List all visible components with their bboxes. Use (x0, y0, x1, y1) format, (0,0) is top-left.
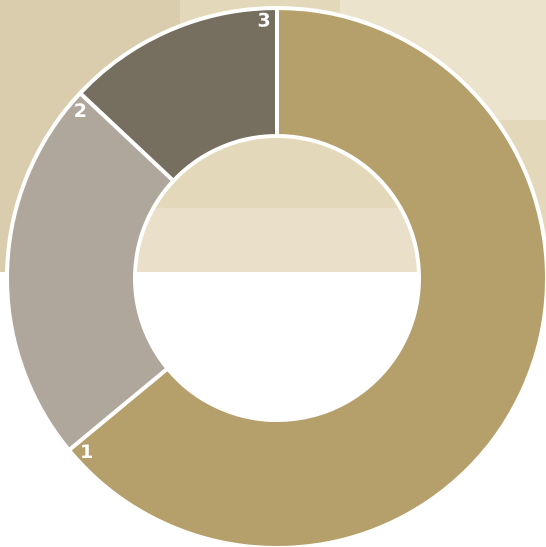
slice-labels: 1 2 3 (74, 9, 271, 463)
slice-1 (66, 5, 546, 547)
slices (5, 5, 546, 547)
slice-2 (5, 90, 177, 453)
slice-label-1: 1 (80, 441, 93, 463)
slice-label-3: 3 (257, 9, 270, 31)
hole-fill (137, 138, 417, 418)
slice-label-2: 2 (74, 100, 87, 122)
slice-3 (77, 5, 279, 184)
hole-photo-light (137, 208, 417, 272)
donut-hole (137, 138, 417, 418)
